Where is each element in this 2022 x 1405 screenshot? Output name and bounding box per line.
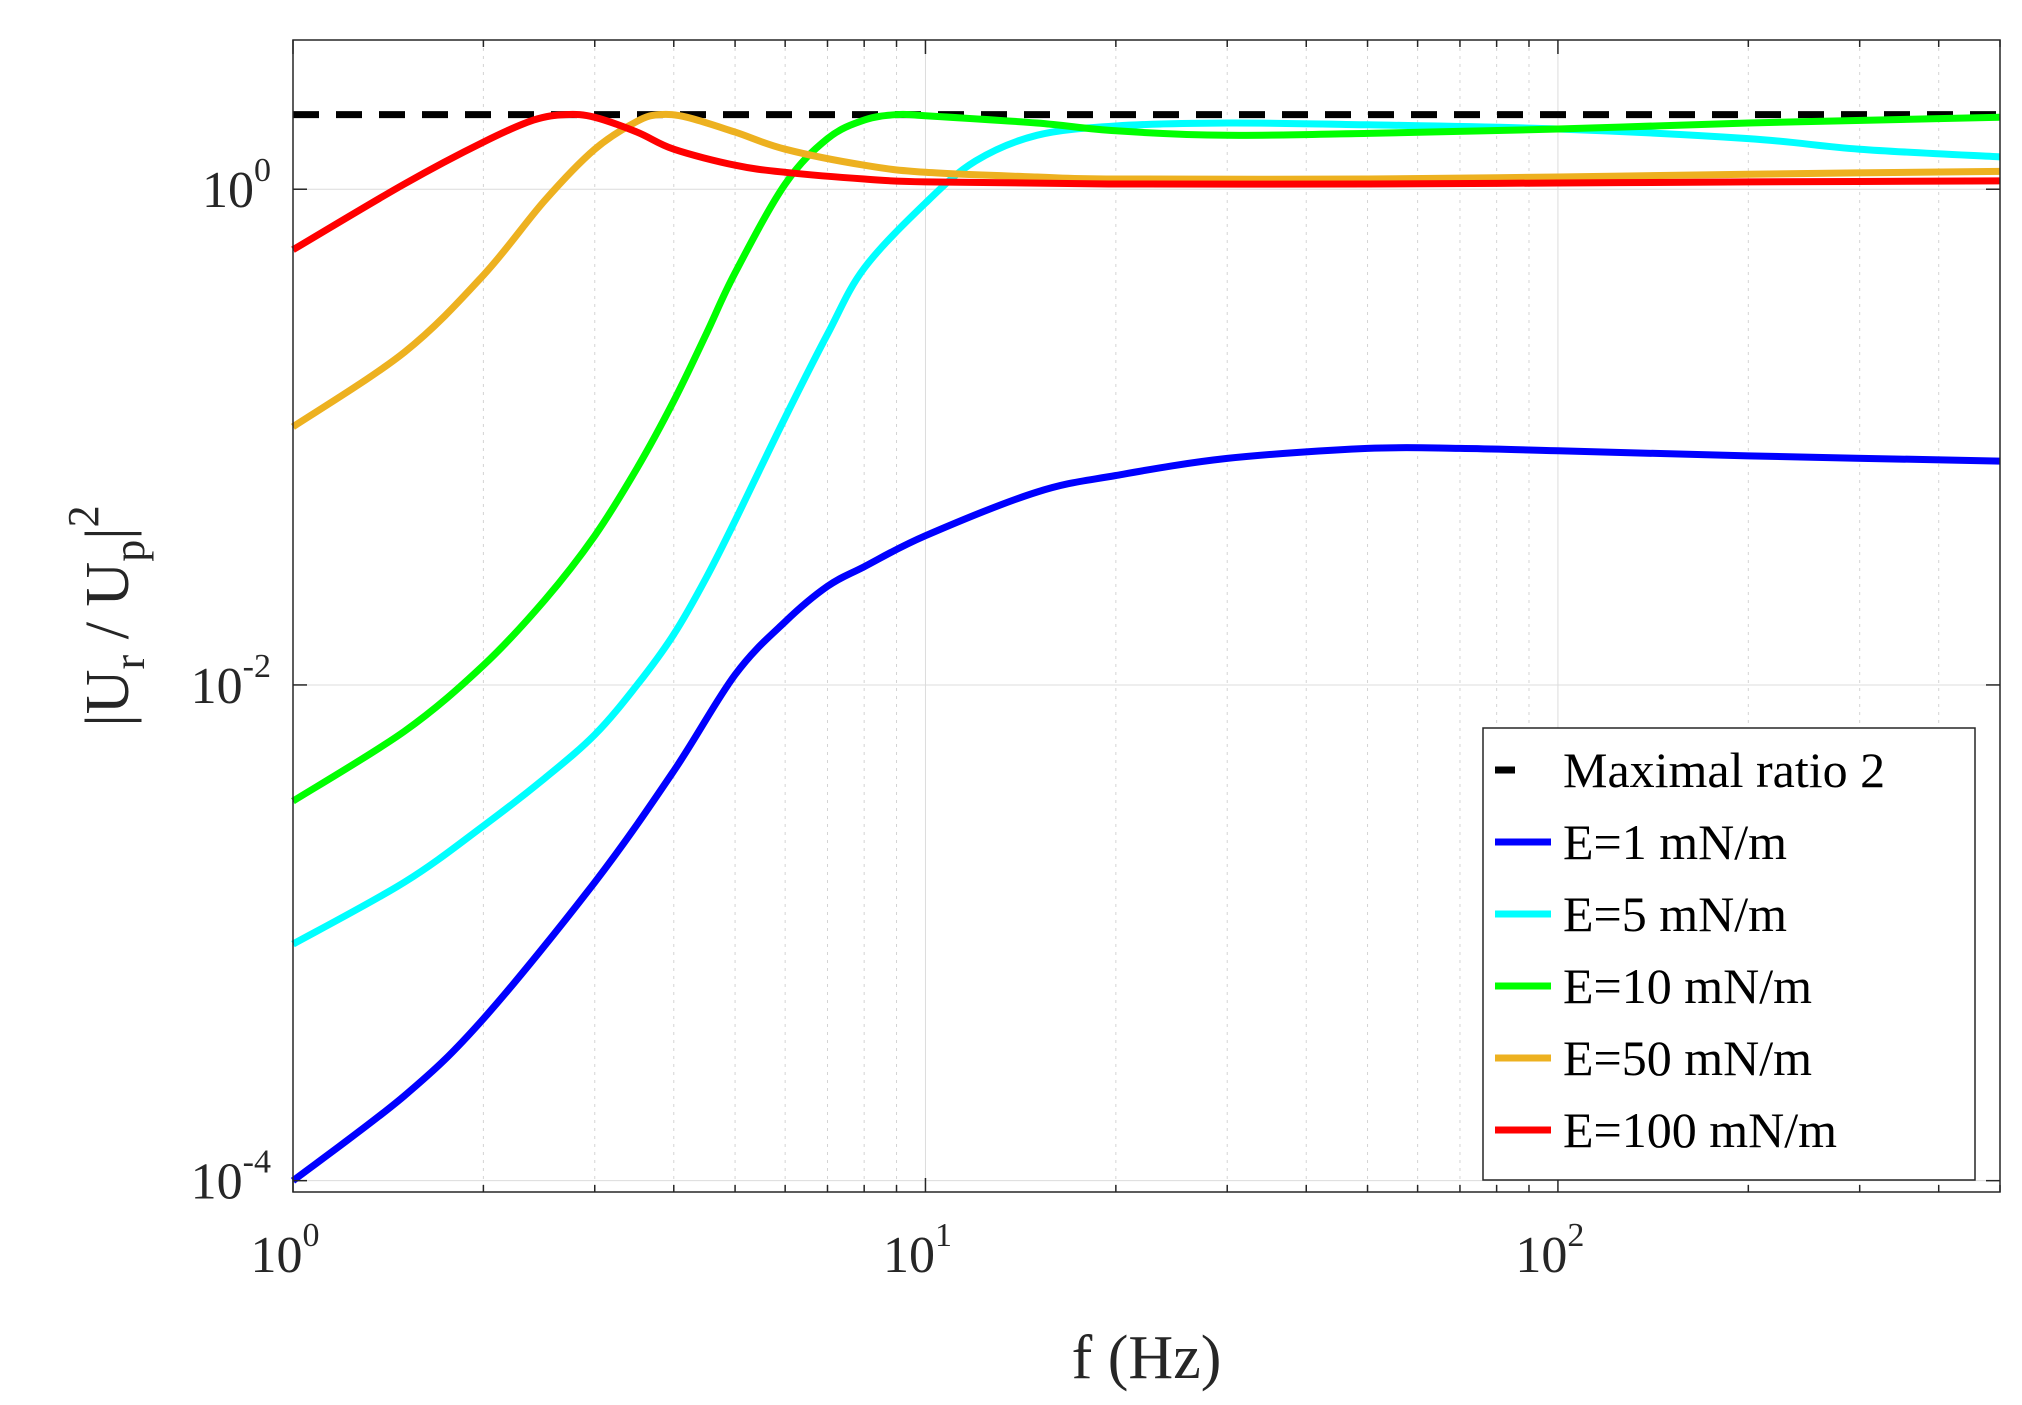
- series-line-4: [291, 110, 2001, 430]
- y-tick-label: 10-2: [191, 648, 271, 715]
- x-axis-label: f (Hz): [1072, 1324, 1222, 1392]
- tick-labels: 100 101 102 100 10-2 10-4: [191, 152, 1585, 1284]
- y-label-u1: U: [74, 669, 142, 714]
- tick-marks: [292, 40, 2001, 1192]
- svg-text:|Ur / Up|2: |Ur / Up|2: [59, 505, 154, 726]
- y-label-slash: /: [74, 607, 142, 655]
- legend: Maximal ratio 2 E=1 mN/m E=5 mN/m E=10 mN/m…: [1482, 727, 1976, 1181]
- y-label-bar-left: |: [74, 714, 142, 726]
- y-label-sub2: p: [105, 540, 154, 562]
- series-line-1: [290, 444, 2001, 1184]
- y-tick-label: 10-4: [191, 1144, 271, 1211]
- series-line-5: [291, 110, 2001, 253]
- legend-label-1: E=1 mN/m: [1563, 814, 1787, 870]
- legend-label-5: E=100 mN/m: [1563, 1102, 1837, 1158]
- legend-label-3: E=10 mN/m: [1563, 958, 1812, 1014]
- y-label-sup: 2: [59, 505, 108, 527]
- series-lines: [290, 110, 2001, 1184]
- axes-box: [292, 39, 2001, 1193]
- x-tick-label: 102: [1515, 1217, 1584, 1284]
- x-tick-label: 101: [883, 1217, 952, 1284]
- y-label-u2: U: [74, 562, 142, 607]
- y-label-bar-right: |: [74, 527, 142, 539]
- legend-label-4: E=50 mN/m: [1563, 1030, 1812, 1086]
- legend-box: [1482, 727, 1976, 1181]
- legend-label-0: Maximal ratio 2: [1563, 742, 1885, 798]
- legend-label-2: E=5 mN/m: [1563, 886, 1787, 942]
- y-tick-label: 100: [202, 152, 271, 219]
- y-axis-label: |Ur / Up|2: [59, 505, 154, 726]
- series-line-3: [291, 110, 2001, 805]
- y-label-sub1: r: [105, 654, 154, 669]
- x-tick-label: 100: [251, 1217, 320, 1284]
